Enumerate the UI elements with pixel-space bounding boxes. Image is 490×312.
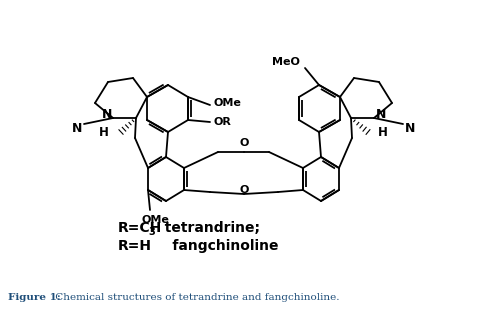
Text: OR: OR xyxy=(213,117,231,127)
Text: H: H xyxy=(378,126,388,139)
Text: OMe: OMe xyxy=(213,98,241,108)
Text: R=CH: R=CH xyxy=(118,221,162,235)
Text: fangchinoline: fangchinoline xyxy=(148,239,278,253)
Text: Chemical structures of tetrandrine and fangchinoline.: Chemical structures of tetrandrine and f… xyxy=(52,293,340,301)
Text: N: N xyxy=(72,121,82,134)
Text: N: N xyxy=(376,108,386,120)
Text: tetrandrine;: tetrandrine; xyxy=(155,221,260,235)
Text: H: H xyxy=(99,126,109,139)
Text: N: N xyxy=(102,108,112,120)
Text: 3: 3 xyxy=(148,227,155,237)
Text: O: O xyxy=(239,185,249,195)
Text: N: N xyxy=(405,121,415,134)
Text: MeO: MeO xyxy=(272,57,300,67)
Text: O: O xyxy=(239,138,249,148)
Text: OMe: OMe xyxy=(141,215,169,225)
Text: R=H: R=H xyxy=(118,239,152,253)
Text: Figure 1:: Figure 1: xyxy=(8,293,61,301)
